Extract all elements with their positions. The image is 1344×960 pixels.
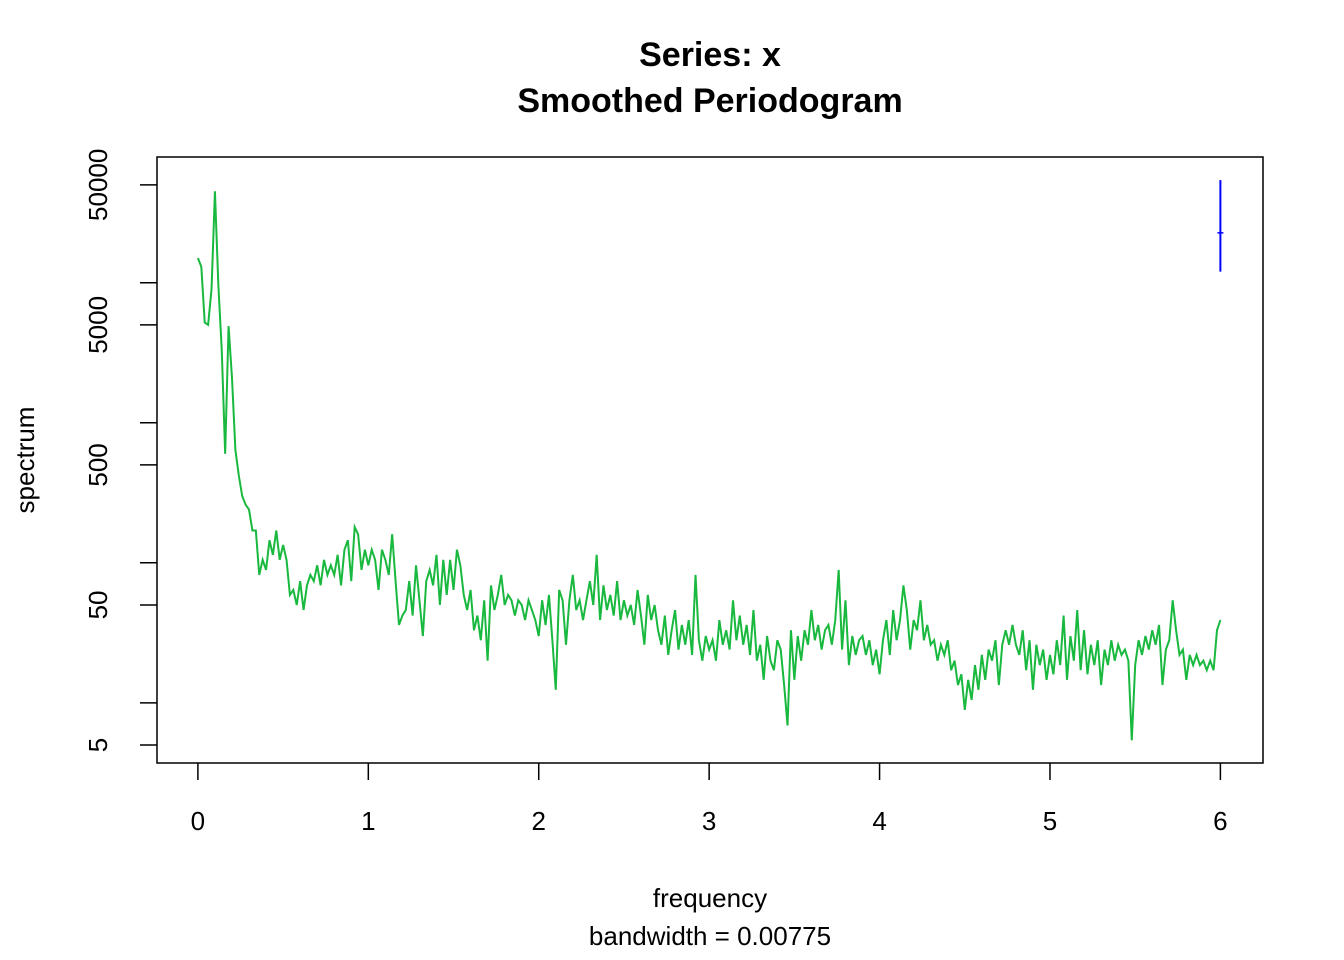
y-tick-label: 5000 xyxy=(83,296,113,354)
x-tick-label: 6 xyxy=(1213,806,1227,836)
chart-subtitle: Smoothed Periodogram xyxy=(517,82,902,120)
chart-title: Series: x xyxy=(639,36,781,74)
y-tick-label: 50000 xyxy=(83,149,113,221)
plot-frame xyxy=(156,156,1264,764)
x-axis-sublabel: bandwidth = 0.00775 xyxy=(589,921,831,951)
y-tick-label: 500 xyxy=(83,443,113,486)
x-tick-label: 0 xyxy=(191,806,205,836)
y-tick-label: 5 xyxy=(83,738,113,752)
x-tick-label: 4 xyxy=(872,806,886,836)
x-tick-label: 3 xyxy=(702,806,716,836)
x-tick-label: 5 xyxy=(1043,806,1057,836)
spectrum-line xyxy=(196,191,1222,741)
x-tick-label: 2 xyxy=(531,806,545,836)
y-axis-label: spectrum xyxy=(10,407,40,514)
x-axis-label: frequency xyxy=(653,883,767,913)
x-tick-label: 1 xyxy=(361,806,375,836)
y-tick-label: 50 xyxy=(83,591,113,620)
